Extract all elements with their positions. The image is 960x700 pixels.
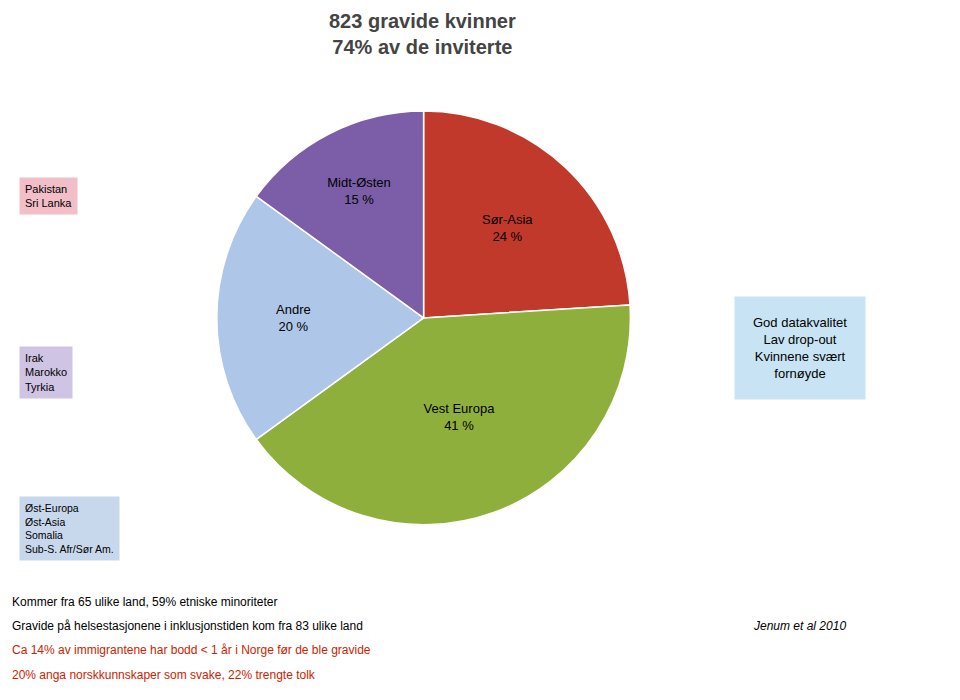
svg-text:Øst-EuropaØst-AsiaSomaliaSub-S: Øst-EuropaØst-AsiaSomaliaSub-S. Afr/Sør … (25, 502, 114, 555)
svg-text:Sør-Asia24 %: Sør-Asia24 % (482, 212, 533, 244)
svg-text:Midt-Østen15 %: Midt-Østen15 % (327, 175, 391, 207)
svg-text:Vest Europa41 %: Vest Europa41 % (424, 401, 496, 433)
svg-text:PakistanSri Lanka: PakistanSri Lanka (25, 183, 72, 209)
svg-text:Andre20 %: Andre20 % (276, 302, 311, 334)
svg-text:Ca 14% av immigrantene har bod: Ca 14% av immigrantene har bodd < 1 år i… (12, 643, 371, 657)
svg-text:Jenum et al 2010: Jenum et al 2010 (753, 619, 846, 633)
svg-text:Kommer fra 65 ulike land, 59%: Kommer fra 65 ulike land, 59% etniske mi… (12, 595, 277, 609)
svg-text:God datakvalitetLav drop-outKv: God datakvalitetLav drop-outKvinnene svæ… (753, 315, 847, 381)
svg-text:20% anga norskkunnskaper som s: 20% anga norskkunnskaper som svake, 22% … (12, 668, 316, 682)
svg-text:823 gravide kvinner74% av de i: 823 gravide kvinner74% av de inviterte (329, 10, 516, 58)
svg-text:Gravide på helsestasjonene i i: Gravide på helsestasjonene i inklusjonst… (12, 619, 363, 633)
svg-text:IrakMarokkoTyrkia: IrakMarokkoTyrkia (25, 352, 67, 393)
